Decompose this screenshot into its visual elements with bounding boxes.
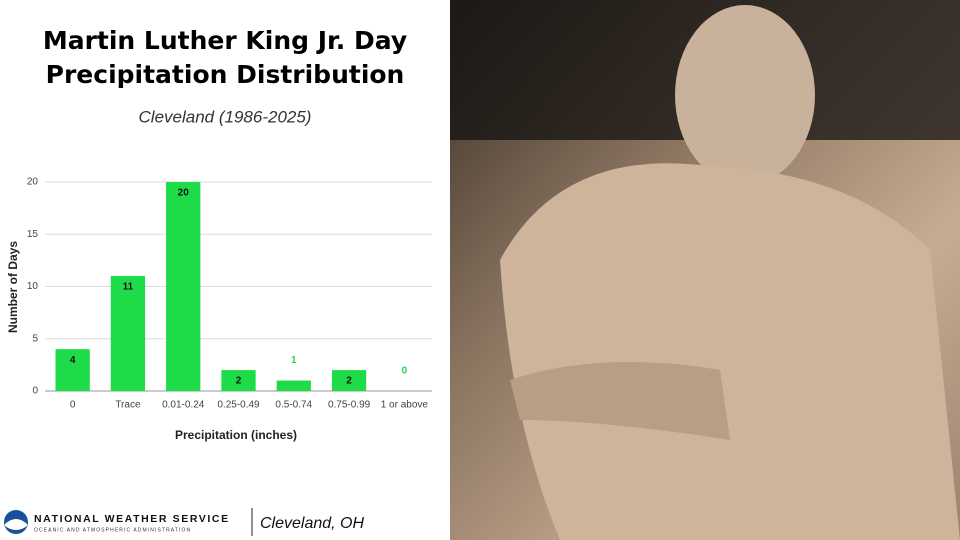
data-label: 20 <box>178 188 190 199</box>
agency-sub: OCEANIC AND ATMOSPHERIC ADMINISTRATION <box>34 527 191 533</box>
footer: NATIONAL WEATHER SERVICE OCEANIC AND ATM… <box>4 508 364 536</box>
y-axis-title: Number of Days <box>6 241 20 333</box>
x-tick-label: 0.75-0.99 <box>328 400 371 411</box>
chart-title: Precipitation Distribution <box>46 60 405 89</box>
data-label: 1 <box>291 355 297 366</box>
office: Cleveland, OH <box>260 515 364 532</box>
x-tick-label: 1 or above <box>381 400 429 411</box>
y-tick-label: 5 <box>32 333 38 344</box>
agency: NATIONAL WEATHER SERVICE <box>34 513 230 525</box>
y-tick-label: 10 <box>27 281 39 292</box>
bar <box>110 276 146 391</box>
data-label: 2 <box>236 376 242 387</box>
bar <box>276 380 311 391</box>
data-label: 2 <box>346 376 352 387</box>
y-tick-label: 0 <box>32 386 38 397</box>
noaa-logo-wave <box>5 519 27 530</box>
data-label: 11 <box>123 282 134 293</box>
x-tick-label: Trace <box>115 400 141 411</box>
bar <box>331 370 367 391</box>
y-tick-label: 20 <box>27 177 39 188</box>
bar <box>221 370 256 391</box>
x-tick-label: 0 <box>70 400 76 411</box>
chart-subtitle: Cleveland (1986-2025) <box>139 107 312 126</box>
bar <box>166 182 201 391</box>
data-label: 0 <box>402 366 408 377</box>
y-tick-label: 15 <box>27 229 39 240</box>
bar <box>55 349 90 391</box>
x-tick-label: 0.25-0.49 <box>217 400 260 411</box>
chart-title: Martin Luther King Jr. Day <box>43 26 407 55</box>
data-label: 4 <box>70 355 76 366</box>
x-tick-label: 0.5-0.74 <box>275 400 312 411</box>
x-axis-title: Precipitation (inches) <box>175 428 297 442</box>
x-tick-label: 0.01-0.24 <box>162 400 205 411</box>
photo <box>450 0 960 540</box>
